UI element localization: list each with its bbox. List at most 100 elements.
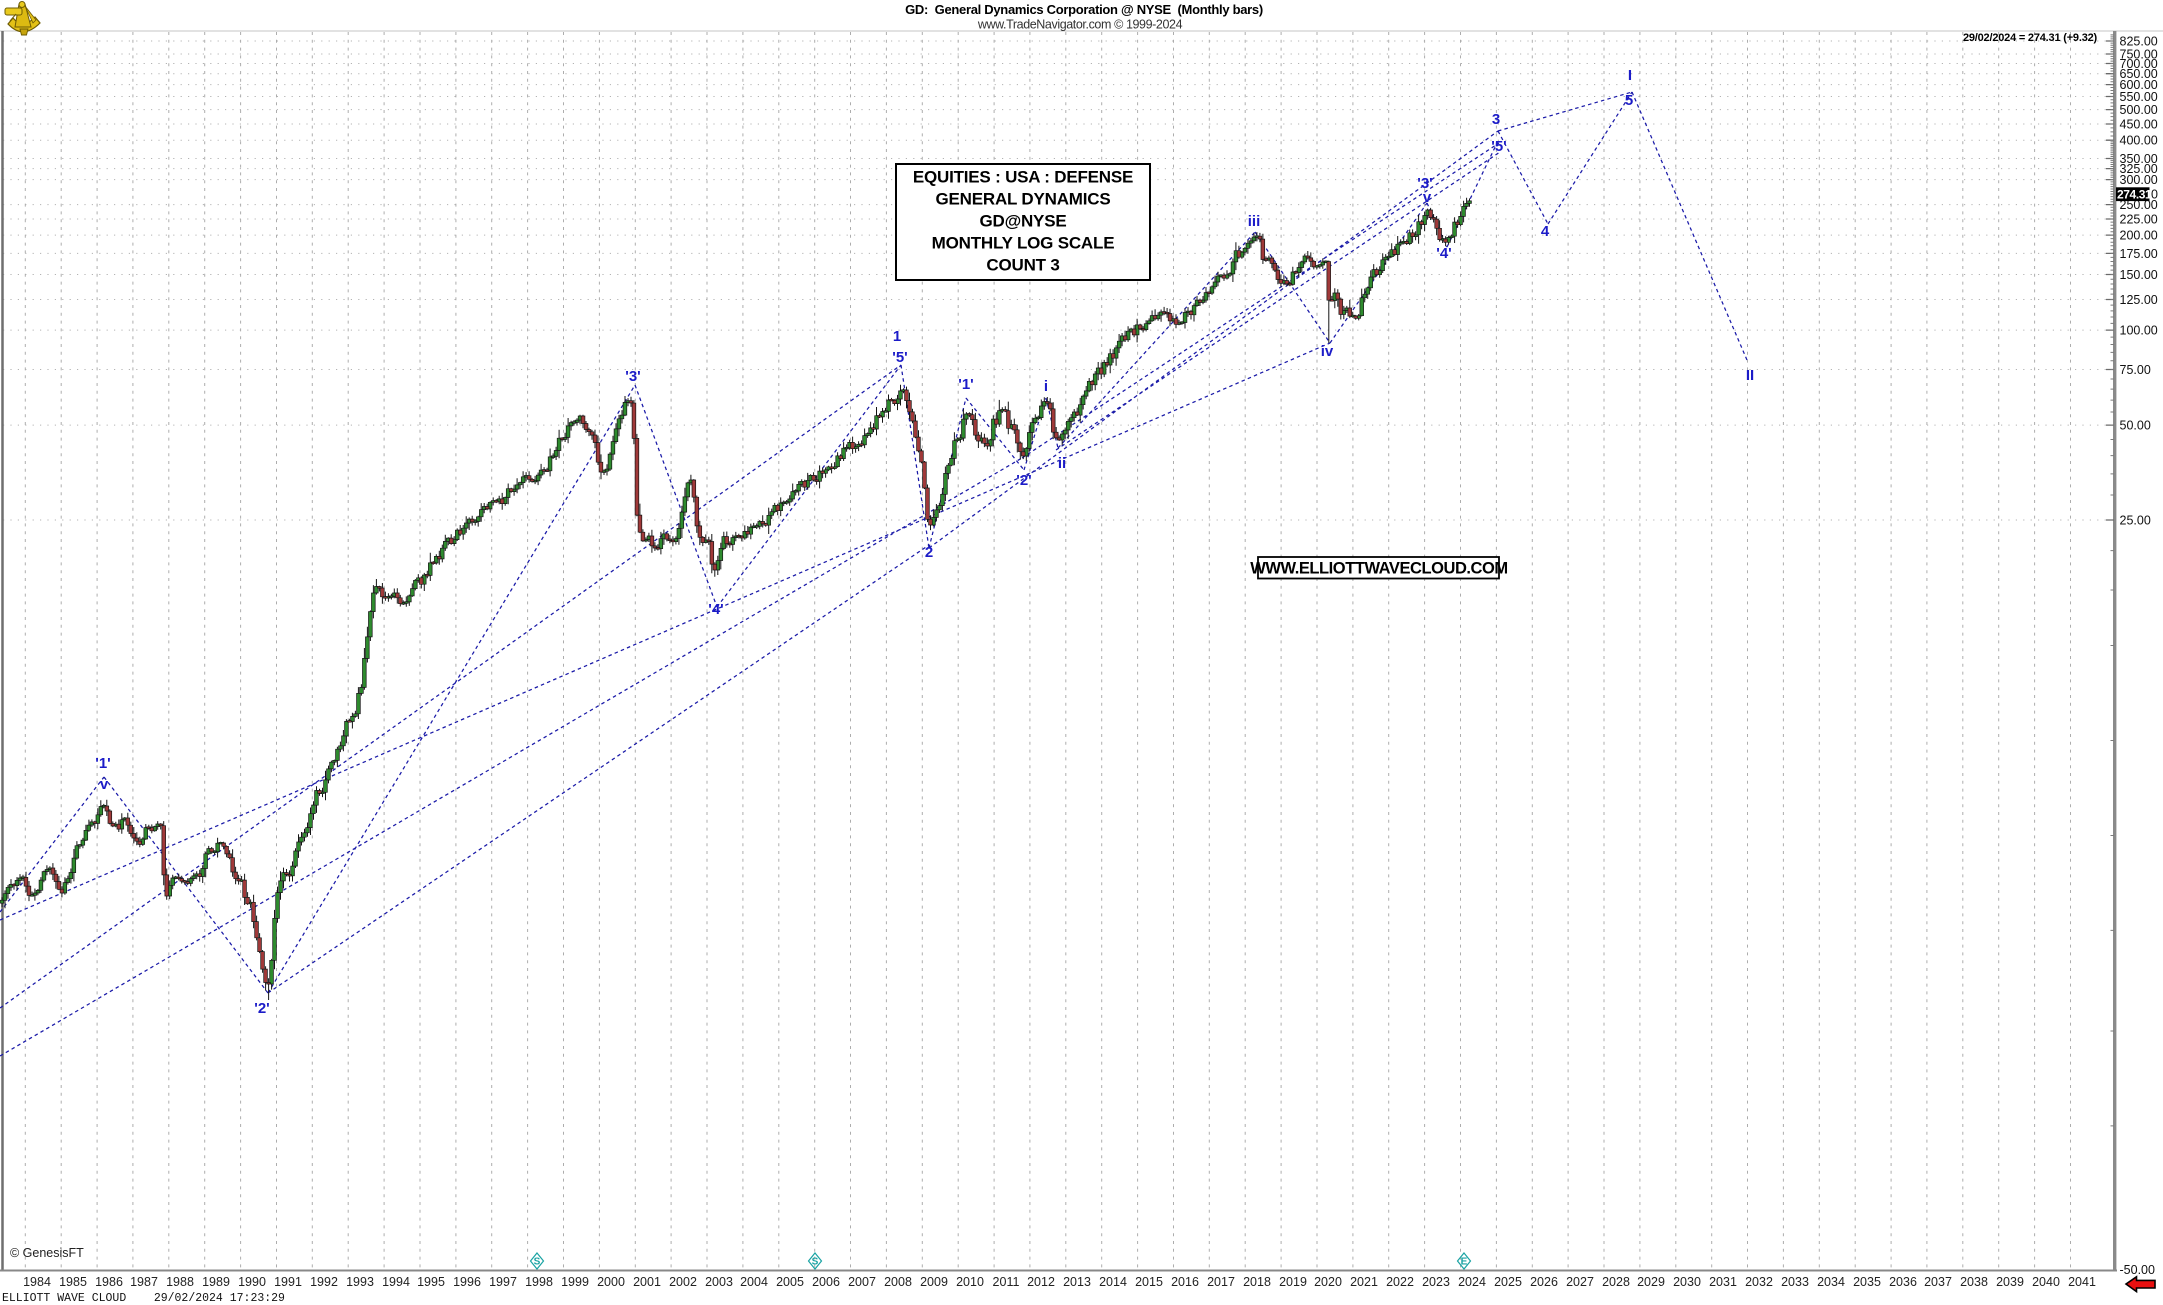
svg-text:2007: 2007: [848, 1275, 876, 1289]
svg-text:GD: General Dynamics Corporat: GD: General Dynamics Corporation @ NYSE …: [905, 2, 1263, 17]
svg-text:300.00: 300.00: [2120, 173, 2158, 187]
svg-text:EQUITIES : USA : DEFENSE: EQUITIES : USA : DEFENSE: [913, 168, 1133, 187]
svg-text:'4': '4': [708, 601, 723, 618]
svg-text:450.00: 450.00: [2120, 118, 2158, 132]
svg-text:2035: 2035: [1853, 1275, 1881, 1289]
svg-text:1986: 1986: [95, 1275, 123, 1289]
svg-text:1991: 1991: [274, 1275, 302, 1289]
svg-text:1993: 1993: [346, 1275, 374, 1289]
svg-text:4: 4: [1541, 223, 1550, 240]
svg-text:3: 3: [1492, 111, 1500, 128]
svg-text:II: II: [1746, 367, 1754, 384]
svg-text:GENERAL DYNAMICS: GENERAL DYNAMICS: [935, 190, 1110, 209]
svg-text:2034: 2034: [1817, 1275, 1845, 1289]
svg-text:'3': '3': [1417, 175, 1432, 192]
svg-text:2024: 2024: [1458, 1275, 1486, 1289]
svg-text:2012: 2012: [1027, 1275, 1055, 1289]
svg-text:0: 0: [2151, 187, 2158, 201]
svg-text:2016: 2016: [1171, 1275, 1199, 1289]
svg-text:'2': '2': [1016, 472, 1031, 489]
svg-text:'3': '3': [625, 368, 640, 385]
svg-text:MONTHLY LOG SCALE: MONTHLY LOG SCALE: [932, 234, 1115, 253]
svg-text:1984: 1984: [23, 1275, 51, 1289]
svg-text:2027: 2027: [1566, 1275, 1594, 1289]
svg-text:274.31: 274.31: [2117, 187, 2152, 201]
svg-text:'1': '1': [95, 755, 110, 772]
svg-text:125.00: 125.00: [2120, 293, 2158, 307]
svg-text:S: S: [534, 1257, 541, 1268]
svg-text:I: I: [1628, 67, 1632, 84]
svg-text:2039: 2039: [1996, 1275, 2024, 1289]
svg-text:iii: iii: [1248, 213, 1261, 230]
svg-text:2001: 2001: [633, 1275, 661, 1289]
svg-text:2: 2: [925, 544, 933, 561]
svg-text:1: 1: [893, 328, 901, 345]
svg-text:i: i: [1044, 378, 1048, 395]
svg-text:E: E: [1461, 1257, 1468, 1268]
svg-text:2018: 2018: [1243, 1275, 1271, 1289]
svg-text:v: v: [100, 776, 109, 793]
svg-text:200.00: 200.00: [2120, 229, 2158, 243]
svg-text:2028: 2028: [1602, 1275, 1630, 1289]
svg-text:5: 5: [1625, 92, 1633, 109]
svg-text:2020: 2020: [1314, 1275, 1342, 1289]
svg-text:1996: 1996: [453, 1275, 481, 1289]
svg-text:'2': '2': [254, 1000, 269, 1017]
svg-text:2017: 2017: [1207, 1275, 1235, 1289]
svg-text:2003: 2003: [705, 1275, 733, 1289]
svg-text:2008: 2008: [884, 1275, 912, 1289]
svg-text:2036: 2036: [1889, 1275, 1917, 1289]
svg-text:225.00: 225.00: [2120, 213, 2158, 227]
svg-text:825.00: 825.00: [2120, 35, 2158, 49]
svg-text:'1': '1': [958, 376, 973, 393]
svg-text:2009: 2009: [920, 1275, 948, 1289]
svg-text:ii: ii: [1058, 455, 1066, 472]
svg-text:250.00: 250.00: [2120, 198, 2158, 212]
svg-text:-50.00: -50.00: [2120, 1263, 2155, 1277]
svg-text:700.00: 700.00: [2120, 57, 2158, 71]
svg-text:2037: 2037: [1924, 1275, 1952, 1289]
svg-text:2041: 2041: [2068, 1275, 2096, 1289]
svg-text:2023: 2023: [1422, 1275, 1450, 1289]
svg-text:1988: 1988: [166, 1275, 194, 1289]
svg-text:350.00: 350.00: [2120, 152, 2158, 166]
svg-text:2033: 2033: [1781, 1275, 1809, 1289]
svg-text:2031: 2031: [1709, 1275, 1737, 1289]
svg-text:2029: 2029: [1637, 1275, 1665, 1289]
svg-text:2002: 2002: [669, 1275, 697, 1289]
svg-text:COUNT 3: COUNT 3: [986, 256, 1059, 275]
svg-text:© GenesisFT: © GenesisFT: [10, 1246, 84, 1260]
svg-text:1989: 1989: [202, 1275, 230, 1289]
svg-text:75.00: 75.00: [2120, 363, 2151, 377]
svg-text:www.TradeNavigator.com © 1999-: www.TradeNavigator.com © 1999-2024: [977, 18, 1183, 32]
svg-text:2010: 2010: [956, 1275, 984, 1289]
svg-text:550.00: 550.00: [2120, 90, 2158, 104]
svg-text:2005: 2005: [776, 1275, 804, 1289]
svg-text:1997: 1997: [489, 1275, 517, 1289]
svg-text:100.00: 100.00: [2120, 324, 2158, 338]
svg-text:1987: 1987: [130, 1275, 158, 1289]
svg-text:650.00: 650.00: [2120, 67, 2158, 81]
svg-text:2013: 2013: [1063, 1275, 1091, 1289]
svg-text:2021: 2021: [1350, 1275, 1378, 1289]
svg-text:2038: 2038: [1960, 1275, 1988, 1289]
svg-text:2040: 2040: [2032, 1275, 2060, 1289]
svg-text:500.00: 500.00: [2120, 103, 2158, 117]
svg-text:2014: 2014: [1099, 1275, 1127, 1289]
svg-text:1994: 1994: [382, 1275, 410, 1289]
svg-text:175.00: 175.00: [2120, 247, 2158, 261]
svg-text:GD@NYSE: GD@NYSE: [980, 212, 1067, 231]
svg-text:1985: 1985: [59, 1275, 87, 1289]
svg-text:2032: 2032: [1745, 1275, 1773, 1289]
svg-text:1992: 1992: [310, 1275, 338, 1289]
svg-text:29/02/2024 = 274.31 (+9.32): 29/02/2024 = 274.31 (+9.32): [1963, 32, 2098, 44]
svg-text:1990: 1990: [238, 1275, 266, 1289]
svg-text:2006: 2006: [812, 1275, 840, 1289]
svg-text:v: v: [1423, 189, 1432, 206]
svg-text:iv: iv: [1321, 343, 1334, 360]
svg-text:ELLIOTT WAVE CLOUD 29/02/20: ELLIOTT WAVE CLOUD 29/02/2024 17:23:29: [2, 1292, 285, 1305]
svg-text:2025: 2025: [1494, 1275, 1522, 1289]
svg-text:1998: 1998: [525, 1275, 553, 1289]
svg-text:600.00: 600.00: [2120, 78, 2158, 92]
svg-text:750.00: 750.00: [2120, 48, 2158, 62]
